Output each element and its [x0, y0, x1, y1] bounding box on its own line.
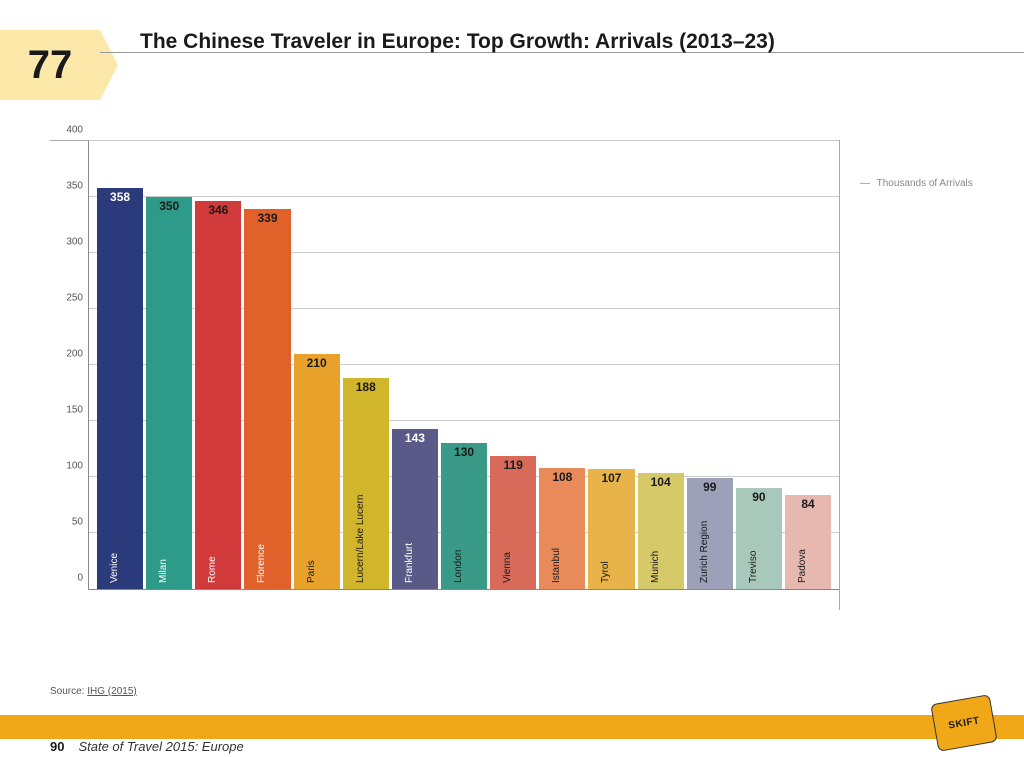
chart-container: 358 Venice 350 Milan 346 Rome 339 Florence 210 Pa…	[50, 140, 840, 610]
ytick-label: 100	[66, 461, 89, 472]
bar: 119 Vienna	[490, 456, 536, 589]
bar: 84 Padova	[785, 495, 831, 589]
bar-category-label: Florence	[256, 544, 267, 583]
bar: 358 Venice	[97, 188, 143, 589]
bar-category-label: Munich	[650, 551, 661, 583]
bar-value-label: 119	[490, 458, 536, 472]
bar: 339 Florence	[244, 209, 290, 589]
ytick-label: 200	[66, 349, 89, 360]
bar-category-label: London	[453, 550, 464, 583]
source-prefix: Source:	[50, 686, 87, 697]
bar-category-label: Venice	[109, 553, 120, 583]
bar-value-label: 339	[244, 211, 290, 225]
bar-slot: 99 Zurich Region	[687, 141, 733, 589]
bar-value-label: 90	[736, 490, 782, 504]
footer-title: State of Travel 2015: Europe	[78, 739, 243, 754]
bar-value-label: 210	[294, 356, 340, 370]
bar: 107 Tyrol	[588, 469, 634, 589]
bar: 90 Treviso	[736, 488, 782, 589]
bar-category-label: Zurich Region	[699, 521, 710, 583]
page-number: 77	[28, 43, 73, 88]
bar-category-label: Rome	[207, 556, 218, 583]
bar-value-label: 350	[146, 199, 192, 213]
bar-value-label: 358	[97, 190, 143, 204]
bar: 346 Rome	[195, 201, 241, 589]
bar-category-label: Frankfurt	[404, 543, 415, 583]
bar-slot: 119 Vienna	[490, 141, 536, 589]
page-number-badge: 77	[0, 30, 100, 100]
bar-value-label: 84	[785, 497, 831, 511]
bar-slot: 358 Venice	[97, 141, 143, 589]
bar-slot: 346 Rome	[195, 141, 241, 589]
bar-slot: 107 Tyrol	[588, 141, 634, 589]
ytick-label: 50	[72, 517, 89, 528]
bar-value-label: 130	[441, 445, 487, 459]
ytick-label: 400	[66, 125, 89, 136]
bar-category-label: Vienna	[502, 552, 513, 583]
ytick-label: 350	[66, 181, 89, 192]
bar-category-label: Tyrol	[600, 561, 611, 583]
bar-category-label: Padova	[797, 549, 808, 583]
legend: — Thousands of Arrivals	[860, 178, 973, 189]
ytick-label: 250	[66, 293, 89, 304]
bar-slot: 143 Frankfurt	[392, 141, 438, 589]
bar: 188 Lucern/Lake Lucern	[343, 378, 389, 589]
bar-value-label: 99	[687, 480, 733, 494]
bar-category-label: Paris	[306, 560, 317, 583]
bar-value-label: 346	[195, 203, 241, 217]
brand-text: SKIFT	[930, 694, 997, 752]
bar-slot: 339 Florence	[244, 141, 290, 589]
source-line: Source: IHG (2015)	[50, 686, 137, 697]
bar: 108 Istanbul	[539, 468, 585, 589]
bar-category-label: Lucern/Lake Lucern	[355, 495, 366, 583]
brand-badge: SKIFT	[934, 699, 994, 747]
ytick-label: 300	[66, 237, 89, 248]
bar: 99 Zurich Region	[687, 478, 733, 589]
bar-value-label: 188	[343, 380, 389, 394]
source-link[interactable]: IHG (2015)	[87, 686, 136, 697]
bar-category-label: Treviso	[748, 551, 759, 583]
plot-area: 358 Venice 350 Milan 346 Rome 339 Florence 210 Pa…	[88, 141, 839, 590]
bar-value-label: 108	[539, 470, 585, 484]
bar-slot: 188 Lucern/Lake Lucern	[343, 141, 389, 589]
chart-title: The Chinese Traveler in Europe: Top Grow…	[140, 30, 775, 54]
bar-slot: 350 Milan	[146, 141, 192, 589]
footer-page-number: 90	[50, 739, 64, 754]
bar-slot: 90 Treviso	[736, 141, 782, 589]
bar-value-label: 104	[638, 475, 684, 489]
bar-slot: 130 London	[441, 141, 487, 589]
bar-slot: 104 Munich	[638, 141, 684, 589]
bar-slot: 108 Istanbul	[539, 141, 585, 589]
footer-text: 90 State of Travel 2015: Europe	[50, 735, 244, 757]
ytick-label: 0	[77, 573, 89, 584]
bar-value-label: 107	[588, 471, 634, 485]
bar-slot: 84 Padova	[785, 141, 831, 589]
bar-category-label: Istanbul	[551, 548, 562, 583]
bar: 104 Munich	[638, 473, 684, 589]
bar: 210 Paris	[294, 354, 340, 589]
bars-row: 358 Venice 350 Milan 346 Rome 339 Florence 210 Pa…	[97, 141, 831, 589]
bar: 130 London	[441, 443, 487, 589]
bar: 350 Milan	[146, 197, 192, 589]
ytick-label: 150	[66, 405, 89, 416]
legend-dash-icon: —	[860, 178, 870, 189]
legend-label: Thousands of Arrivals	[877, 178, 973, 189]
bar: 143 Frankfurt	[392, 429, 438, 589]
bar-slot: 210 Paris	[294, 141, 340, 589]
bar-value-label: 143	[392, 431, 438, 445]
bar-category-label: Milan	[158, 559, 169, 583]
